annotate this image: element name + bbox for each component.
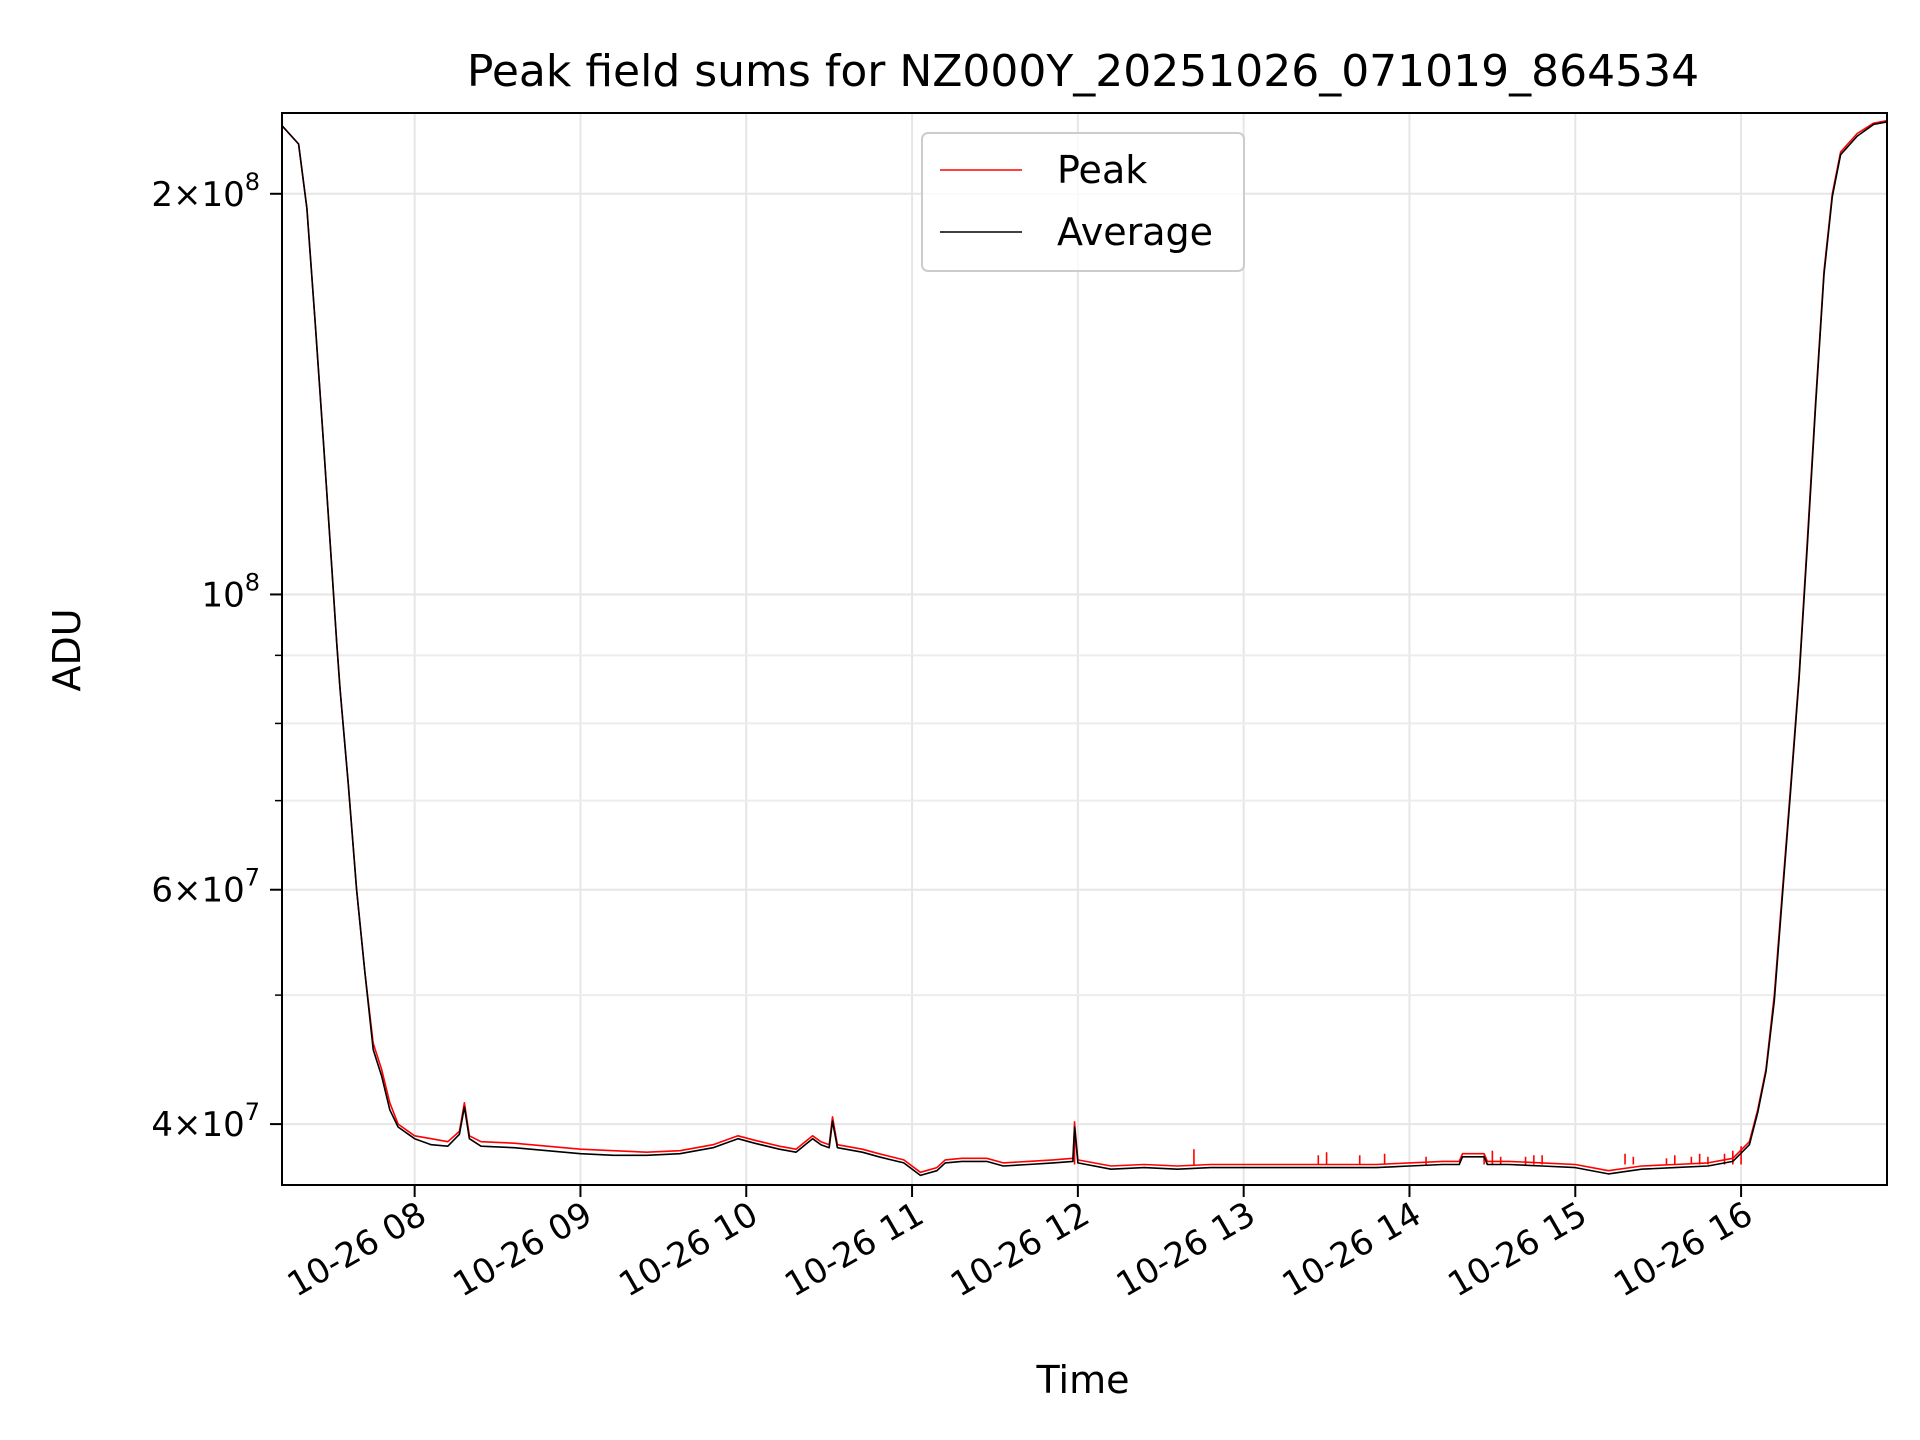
series-line-average (282, 121, 1887, 1177)
grid (282, 113, 1887, 1185)
plot-frame (281, 112, 1888, 1186)
x-axis-label: Time (1036, 1358, 1130, 1402)
y-tick-label: 6×107 (151, 864, 260, 911)
legend-label-average: Average (1057, 210, 1213, 254)
legend: Peak Average (921, 132, 1245, 272)
y-axis: 4×107 6×107 108 2×108 (151, 168, 282, 1145)
y-axis-label: ADU (45, 608, 89, 691)
legend-box (921, 132, 1245, 272)
series-layer (282, 119, 1887, 1177)
y-tick-label: 108 (201, 568, 260, 615)
legend-label-peak: Peak (1057, 148, 1147, 192)
y-tick-label: 4×107 (151, 1098, 260, 1145)
chart-title: Peak field sums for NZ000Y_20251026_0710… (467, 46, 1699, 97)
series-line-peak (282, 119, 1887, 1174)
y-tick-label: 2×108 (151, 168, 260, 215)
